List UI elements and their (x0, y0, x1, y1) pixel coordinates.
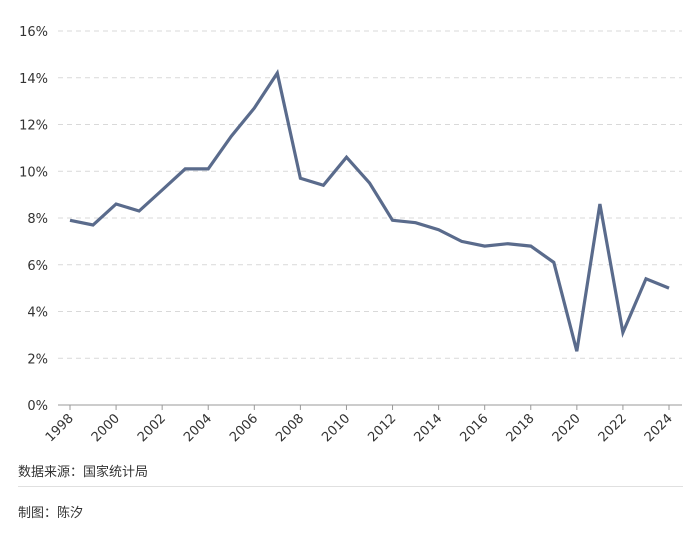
x-tick-label: 2022 (596, 411, 630, 445)
y-tick-label: 0% (27, 399, 48, 414)
series-layer (69, 69, 670, 352)
x-tick-label: 2000 (89, 411, 123, 445)
footer-divider (18, 486, 683, 487)
x-tick-label: 2008 (273, 411, 307, 445)
x-tick-label: 2020 (550, 411, 584, 445)
y-tick-label: 6% (27, 259, 48, 274)
y-tick-label: 10% (19, 165, 48, 180)
x-tick-label: 2012 (365, 411, 399, 445)
x-tick-label: 2006 (227, 411, 261, 445)
x-tick-label: 2016 (458, 411, 492, 445)
series-line (69, 69, 670, 352)
x-tick-label: 1998 (43, 411, 77, 445)
y-tick-label: 4% (27, 306, 48, 321)
y-tick-label: 8% (27, 212, 48, 227)
chart-credit: 制图：陈汐 (18, 506, 84, 521)
x-tick-label: 2014 (411, 411, 445, 445)
x-axis-tick-labels: 1998 2000 2002 2004 2006 2008 2010 2012 2014 2016… (43, 405, 676, 445)
y-tick-label: 12% (19, 119, 48, 134)
y-axis-tick-labels: 0% 2% 4% 6% 8% 10% 12% 14% 16% (19, 25, 48, 414)
grid-lines (58, 30, 682, 359)
x-tick-label: 2002 (135, 411, 169, 445)
x-tick-label: 2010 (319, 411, 353, 445)
y-tick-label: 14% (19, 72, 48, 87)
y-tick-label: 2% (27, 352, 48, 367)
x-tick-label: 2004 (181, 411, 215, 445)
y-tick-label: 16% (19, 25, 48, 40)
x-tick-label: 2024 (642, 411, 676, 445)
data-source-note: 数据来源：国家统计局 (18, 465, 149, 480)
x-tick-label: 2018 (504, 411, 538, 445)
